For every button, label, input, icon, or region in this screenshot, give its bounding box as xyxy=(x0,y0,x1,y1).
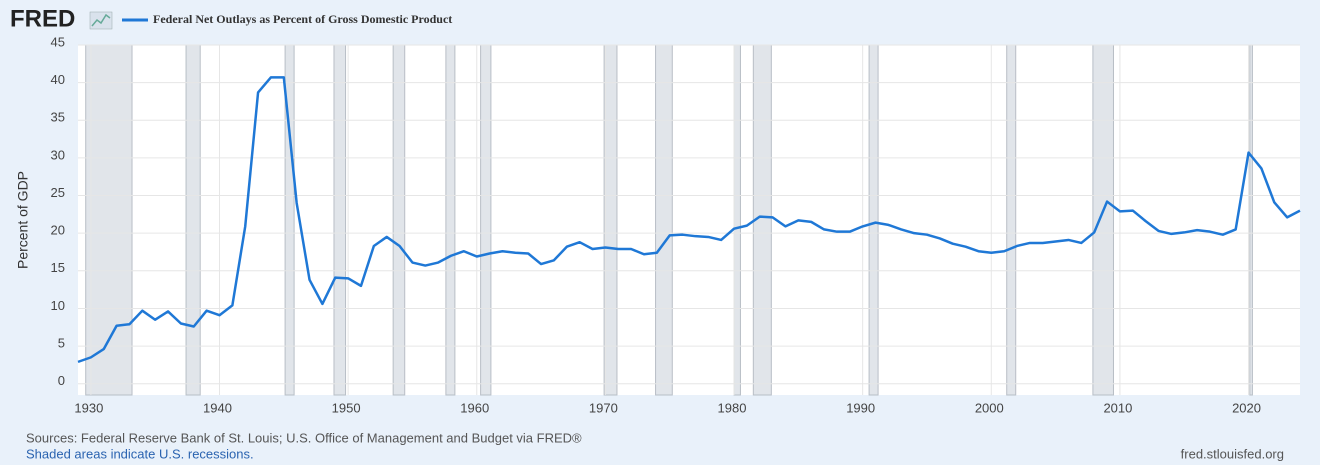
recession-shade xyxy=(655,44,673,396)
x-tick-label: 1970 xyxy=(589,400,618,415)
recession-shade xyxy=(1006,44,1017,396)
source: Sources: Federal Reserve Bank of St. Lou… xyxy=(26,430,582,445)
x-tick-label: 1950 xyxy=(332,400,361,415)
x-tick-label: 1930 xyxy=(74,400,103,415)
recession-shade xyxy=(185,44,201,396)
logo: FRED xyxy=(10,5,75,32)
x-tick-label: 1940 xyxy=(203,400,232,415)
y-tick-label: 0 xyxy=(58,373,65,388)
recession-shade xyxy=(603,44,618,396)
x-tick-label: 1980 xyxy=(718,400,747,415)
y-tick-label: 25 xyxy=(51,185,65,200)
legend-label: Federal Net Outlays as Percent of Gross … xyxy=(153,12,452,26)
recession-shade xyxy=(480,44,492,396)
recession-shade xyxy=(733,44,741,396)
x-tick-label: 2010 xyxy=(1103,400,1132,415)
y-tick-label: 20 xyxy=(51,223,65,238)
x-tick-label: 1990 xyxy=(846,400,875,415)
recession-shade xyxy=(392,44,406,396)
y-tick-label: 5 xyxy=(58,336,65,351)
y-tick-label: 10 xyxy=(51,298,65,313)
recession-shade xyxy=(868,44,879,396)
recession-shade xyxy=(85,44,133,396)
x-tick-label: 2000 xyxy=(975,400,1004,415)
recession-shade xyxy=(445,44,456,396)
plot-area xyxy=(78,45,1300,395)
recession-note[interactable]: Shaded areas indicate U.S. recessions. xyxy=(26,446,254,461)
y-tick-label: 30 xyxy=(51,147,65,162)
logo-icon xyxy=(89,11,113,30)
y-tick-label: 15 xyxy=(51,260,65,275)
recession-shade xyxy=(333,44,347,396)
recession-shade xyxy=(1092,44,1114,396)
recession-shade xyxy=(1249,44,1253,396)
x-tick-label: 2020 xyxy=(1232,400,1261,415)
y-axis-label: Percent of GDP xyxy=(15,171,31,269)
site[interactable]: fred.stlouisfed.org xyxy=(1181,446,1284,461)
data-line xyxy=(77,76,1301,364)
y-tick-label: 35 xyxy=(51,110,65,125)
y-tick-label: 40 xyxy=(51,72,65,87)
x-tick-label: 1960 xyxy=(460,400,489,415)
y-tick-label: 45 xyxy=(51,34,65,49)
